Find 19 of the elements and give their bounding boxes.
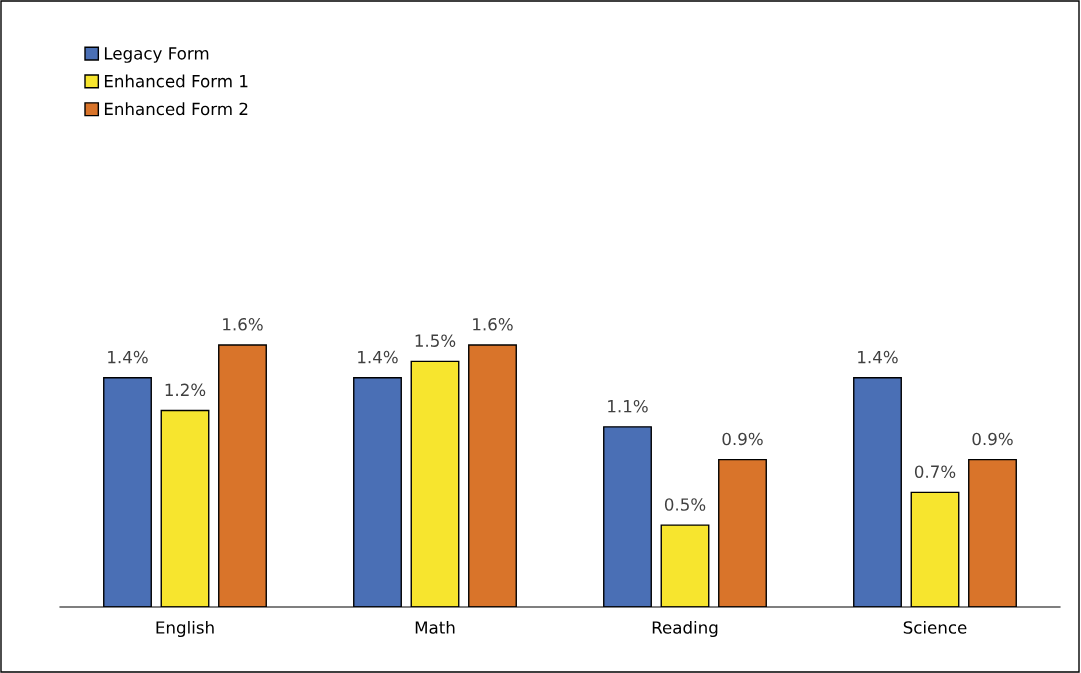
data-label: 0.9%	[722, 432, 763, 446]
legend-label: Legacy Form	[104, 47, 209, 63]
data-label: 1.5%	[415, 334, 456, 347]
data-label: 1.4%	[358, 350, 398, 364]
data-label: 1.4%	[108, 350, 148, 364]
data-label: 0.7%	[914, 465, 956, 479]
x-tick-label: Science	[903, 620, 967, 634]
data-label: 1.2%	[165, 383, 206, 397]
data-label: 0.9%	[972, 432, 1013, 446]
x-tick-label: English	[156, 620, 214, 638]
legend-label: Enhanced Form 1	[104, 74, 248, 88]
data-label: 0.5%	[664, 498, 706, 511]
x-tick-label: Reading	[652, 620, 718, 638]
data-label: 1.6%	[223, 318, 263, 331]
x-tick-label: Math	[415, 620, 455, 634]
data-label: 1.1%	[608, 399, 648, 413]
data-label: 1.6%	[473, 318, 513, 331]
legend-label: Enhanced Form 2	[104, 102, 248, 116]
data-label: 1.4%	[858, 350, 898, 364]
